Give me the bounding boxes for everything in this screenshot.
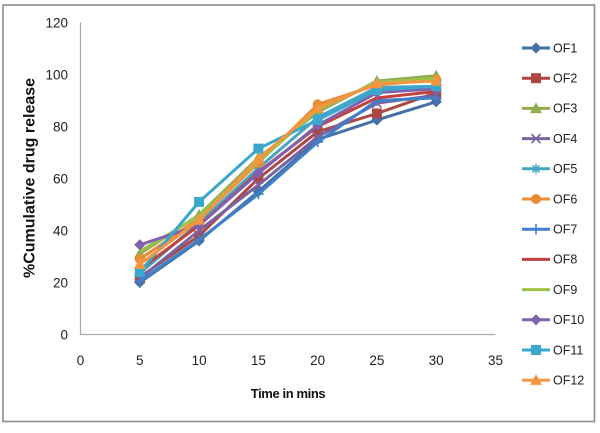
svg-text:OF7: OF7	[553, 223, 577, 237]
svg-text:15: 15	[251, 353, 266, 368]
svg-text:80: 80	[53, 119, 68, 134]
svg-text:OF3: OF3	[553, 102, 577, 116]
svg-text:OF10: OF10	[553, 313, 584, 327]
svg-text:35: 35	[488, 353, 503, 368]
svg-text:OF9: OF9	[553, 283, 577, 297]
svg-text:30: 30	[429, 353, 444, 368]
svg-text:40: 40	[53, 223, 68, 238]
svg-text:OF4: OF4	[553, 132, 577, 146]
svg-text:20: 20	[310, 353, 325, 368]
svg-text:100: 100	[45, 67, 68, 82]
svg-text:120: 120	[45, 15, 68, 30]
svg-text:%Cumulative drug release: %Cumulative drug release	[22, 78, 39, 278]
svg-text:0: 0	[77, 353, 85, 368]
svg-text:5: 5	[136, 353, 144, 368]
svg-text:Time in mins: Time in mins	[251, 386, 326, 401]
svg-text:OF8: OF8	[553, 253, 577, 267]
svg-text:OF2: OF2	[553, 72, 577, 86]
svg-text:20: 20	[53, 275, 68, 290]
svg-text:0: 0	[60, 327, 68, 342]
svg-text:OF6: OF6	[553, 192, 577, 206]
svg-text:OF1: OF1	[553, 41, 577, 55]
svg-text:60: 60	[53, 171, 68, 186]
svg-text:OF12: OF12	[553, 374, 584, 388]
svg-text:OF5: OF5	[553, 162, 577, 176]
svg-text:OF11: OF11	[553, 343, 583, 357]
svg-text:25: 25	[369, 353, 384, 368]
svg-text:10: 10	[192, 353, 207, 368]
